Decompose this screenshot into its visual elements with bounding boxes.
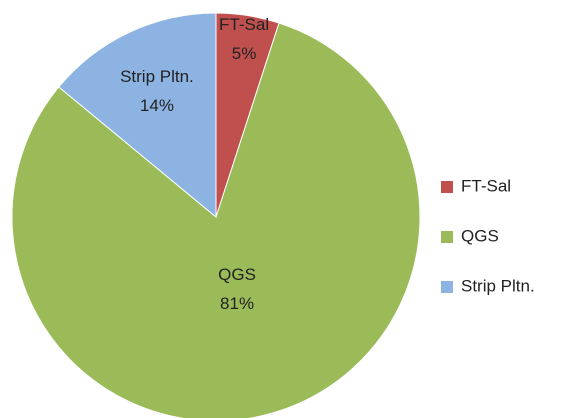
legend-label: Strip Pltn. bbox=[461, 276, 535, 295]
pie-slice bbox=[11, 22, 421, 418]
legend-swatch bbox=[441, 231, 453, 243]
legend-label: FT-Sal bbox=[461, 176, 511, 195]
slice-value-label: 14% bbox=[140, 96, 174, 115]
slice-category-label: FT-Sal bbox=[219, 15, 269, 34]
slice-category-label: QGS bbox=[218, 265, 256, 284]
legend-swatch bbox=[441, 281, 453, 293]
slice-category-label: Strip Pltn. bbox=[120, 67, 194, 86]
slice-value-label: 81% bbox=[220, 294, 254, 313]
pie-slice bbox=[58, 12, 217, 219]
legend-swatch bbox=[441, 181, 453, 193]
legend-label: QGS bbox=[461, 226, 499, 245]
slice-value-label: 5% bbox=[232, 44, 257, 63]
